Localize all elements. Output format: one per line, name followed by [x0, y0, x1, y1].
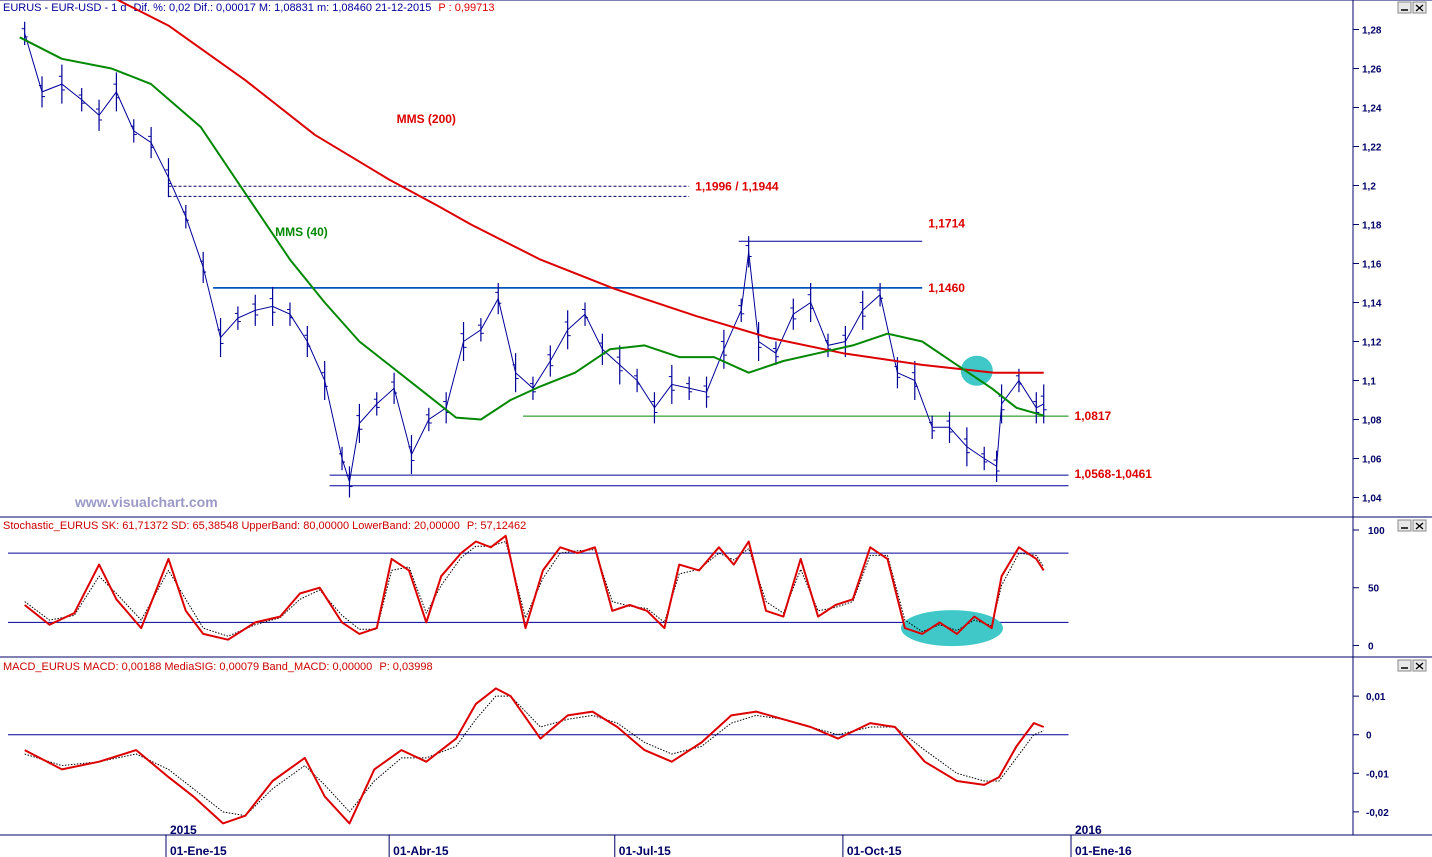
stoch-sd-line	[24, 541, 1045, 637]
y-tick-label: 50	[1368, 584, 1380, 595]
macd-signal-line	[24, 695, 1044, 817]
y-tick-label: 1,28	[1362, 26, 1382, 37]
y-tick-label: 1,16	[1362, 260, 1382, 271]
stoch-header-last: P: 57,12462	[467, 520, 526, 532]
main-header-last: P : 0,99713	[438, 2, 494, 14]
date-tick-label: 01-Oct-15	[847, 844, 902, 857]
y-tick-label: 1,04	[1362, 494, 1382, 505]
main-header-symbol: EURUS - EUR-USD - 1 d	[3, 2, 126, 14]
y-tick-label: 0	[1366, 731, 1372, 742]
stochastic-panel: 100 50 0	[8, 526, 1385, 652]
date-tick-label: 01-Abr-15	[393, 844, 449, 857]
level-label: 1,1714	[928, 216, 965, 230]
y-tick-label: 1,12	[1362, 338, 1382, 349]
date-axis: 01-Ene-15 2015 01-Abr-15 01-Jul-15 01-Oct-15…	[165, 823, 1132, 857]
panel-frames	[0, 0, 1432, 836]
y-tick-label: 1,1	[1362, 377, 1376, 388]
stoch-panel-header: Stochastic_EURUS SK: 61,71372 SD: 65,385…	[3, 520, 526, 532]
macd-header-last: P: 0,03998	[379, 661, 432, 673]
date-tick-label: 01-Jul-15	[619, 844, 671, 857]
macd-line	[24, 687, 1045, 825]
main-panel-header: EURUS - EUR-USD - 1 d Dif. %: 0,02 Dif.:…	[3, 2, 494, 14]
y-tick-label: 0	[1368, 641, 1374, 652]
macd-panel: 0,01 0 -0,01 -0,02	[8, 687, 1389, 825]
mms40-label: MMS (40)	[275, 225, 328, 239]
stoch-sk-line	[24, 534, 1045, 641]
stoch-panel-controls[interactable]	[1397, 519, 1427, 532]
minimize-button[interactable]	[1397, 1, 1412, 14]
minimize-button[interactable]	[1397, 519, 1412, 532]
y-tick-label: 100	[1368, 526, 1385, 537]
macd-panel-header: MACD_EURUS MACD: 0,00188 MediaSIG: 0,000…	[3, 661, 433, 673]
y-tick-label: 1,24	[1362, 104, 1382, 115]
price-series-line	[24, 33, 1044, 483]
price-panel: 1,28 1,26 1,24 1,22 1,2 1,18 1,16 1,14 1,12 1,1 1,…	[19, 0, 1382, 505]
main-panel-controls[interactable]	[1397, 1, 1427, 14]
y-tick-label: 1,18	[1362, 221, 1382, 232]
level-label: 1,1460	[928, 281, 965, 295]
y-tick-label: 1,26	[1362, 65, 1382, 76]
level-label: 1,0817	[1075, 409, 1112, 423]
date-tick-label: 01-Ene-16	[1075, 844, 1132, 857]
watermark: www.visualchart.com	[74, 494, 218, 510]
main-header-stats: Dif. %: 0,02 Dif.: 0,00017 M: 1,08831 m:…	[134, 2, 432, 14]
y-tick-label: 1,06	[1362, 455, 1382, 466]
year-tick-label: 2016	[1075, 823, 1102, 837]
y-tick-label: -0,01	[1366, 769, 1389, 780]
y-tick-label: 1,08	[1362, 416, 1382, 427]
y-tick-label: 1,2	[1362, 182, 1376, 193]
macd-panel-controls[interactable]	[1397, 659, 1427, 672]
y-tick-label: 1,22	[1362, 143, 1382, 154]
year-tick-label: 2015	[170, 823, 197, 837]
level-label: 1,0568-1,0461	[1075, 467, 1153, 481]
mms200-line	[115, 0, 1044, 374]
y-tick-label: 0,01	[1366, 692, 1386, 703]
minimize-button[interactable]	[1397, 659, 1412, 672]
date-tick-label: 01-Ene-15	[170, 844, 227, 857]
stoch-header-text: Stochastic_EURUS SK: 61,71372 SD: 65,385…	[3, 520, 460, 532]
mms40-line	[19, 36, 1044, 421]
mms200-label: MMS (200)	[397, 112, 456, 126]
macd-header-text: MACD_EURUS MACD: 0,00188 MediaSIG: 0,000…	[3, 661, 372, 673]
y-tick-label: 1,14	[1362, 299, 1382, 310]
y-tick-label: -0,02	[1366, 808, 1389, 819]
level-label: 1,1996 / 1,1944	[695, 179, 779, 193]
